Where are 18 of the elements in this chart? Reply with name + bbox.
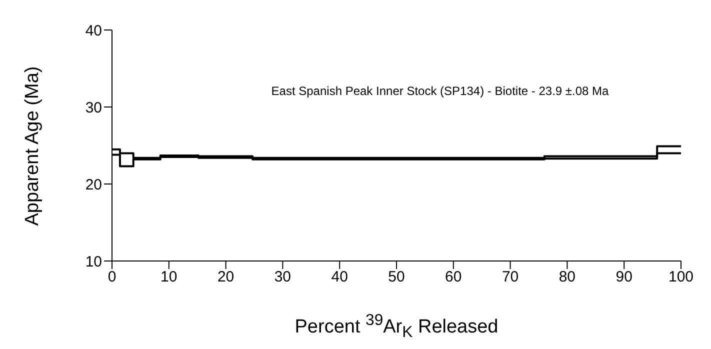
x-tick-label: 30 [274,268,292,286]
x-tick-label: 40 [331,268,348,286]
annotation: East Spanish Peak Inner Stock (SP134) - Biotite - 23.9 ±.08 Ma [270,84,610,98]
x-tick-label: 10 [160,268,178,286]
y-axis-title: Apparent Age (Ma) [22,66,44,226]
x-tick-label: 60 [445,268,462,286]
x-tick-label: 90 [616,268,632,286]
x-tick-label: 70 [502,268,519,286]
x-tick-label: 80 [558,268,576,286]
x-tick-label: 0 [108,268,116,286]
y-tick-label: 40 [85,22,102,40]
x-tick-label: 50 [388,268,405,286]
x-tick-label: 20 [217,268,234,286]
x-tick-label: 100 [668,268,694,286]
y-tick-label: 30 [85,99,102,116]
y-tick-label: 10 [85,253,102,270]
x-axis-title: Percent $^{39}$Ar$_{K}$ Released [294,312,500,342]
y-tick-label: 20 [85,176,102,194]
